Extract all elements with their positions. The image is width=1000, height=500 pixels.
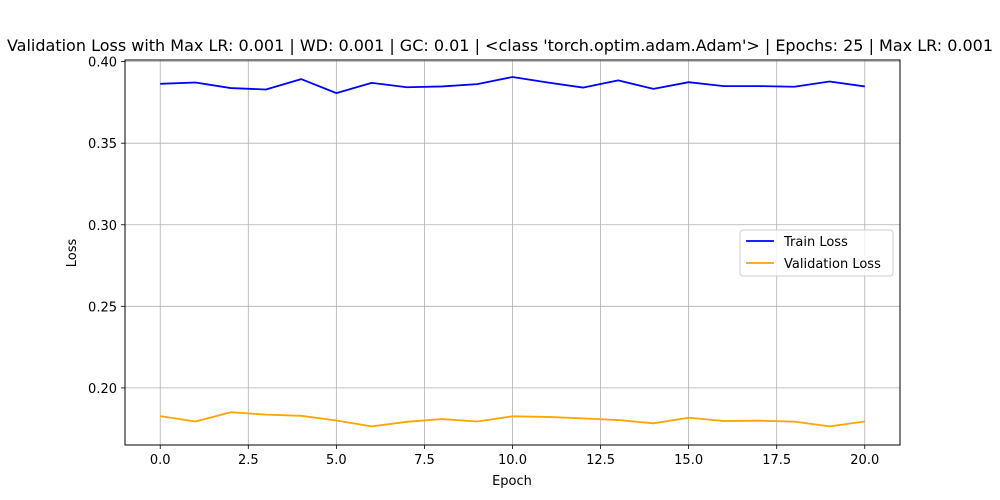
x-tick-label: 10.0: [498, 453, 527, 468]
x-tick-label: 7.5: [414, 453, 435, 468]
y-tick-label: 0.25: [88, 300, 117, 315]
x-tick-label: 15.0: [674, 453, 703, 468]
legend-label-validation-loss: Validation Loss: [784, 257, 881, 272]
series-layer: [160, 76, 865, 428]
x-tick-label: 20.0: [850, 453, 879, 468]
y-axis-label: Loss: [65, 239, 80, 268]
y-tick-label: 0.35: [88, 137, 117, 152]
x-axis: 0.0 2.5 5.0 7.5 10.0 12.5 15.0 17.5 20.0: [150, 445, 879, 468]
grid: [125, 60, 900, 445]
legend: Train Loss Validation Loss: [739, 229, 894, 277]
series-line-validation-loss: [160, 411, 865, 428]
y-axis: 0.20 0.25 0.30 0.35 0.40: [88, 56, 125, 397]
series-line-train-loss: [160, 76, 865, 95]
x-tick-label: 17.5: [762, 453, 791, 468]
x-tick-label: 5.0: [326, 453, 347, 468]
y-tick-label: 0.30: [88, 219, 117, 234]
y-tick-label: 0.40: [88, 56, 117, 71]
legend-label-train-loss: Train Loss: [783, 235, 848, 250]
chart-title: Validation Loss with Max LR: 0.001 | WD:…: [7, 36, 993, 55]
legend-box: [739, 229, 894, 277]
x-tick-label: 0.0: [150, 453, 171, 468]
x-axis-label: Epoch: [492, 474, 532, 489]
x-tick-label: 12.5: [586, 453, 615, 468]
y-tick-label: 0.20: [88, 382, 117, 397]
x-tick-label: 2.5: [238, 453, 259, 468]
